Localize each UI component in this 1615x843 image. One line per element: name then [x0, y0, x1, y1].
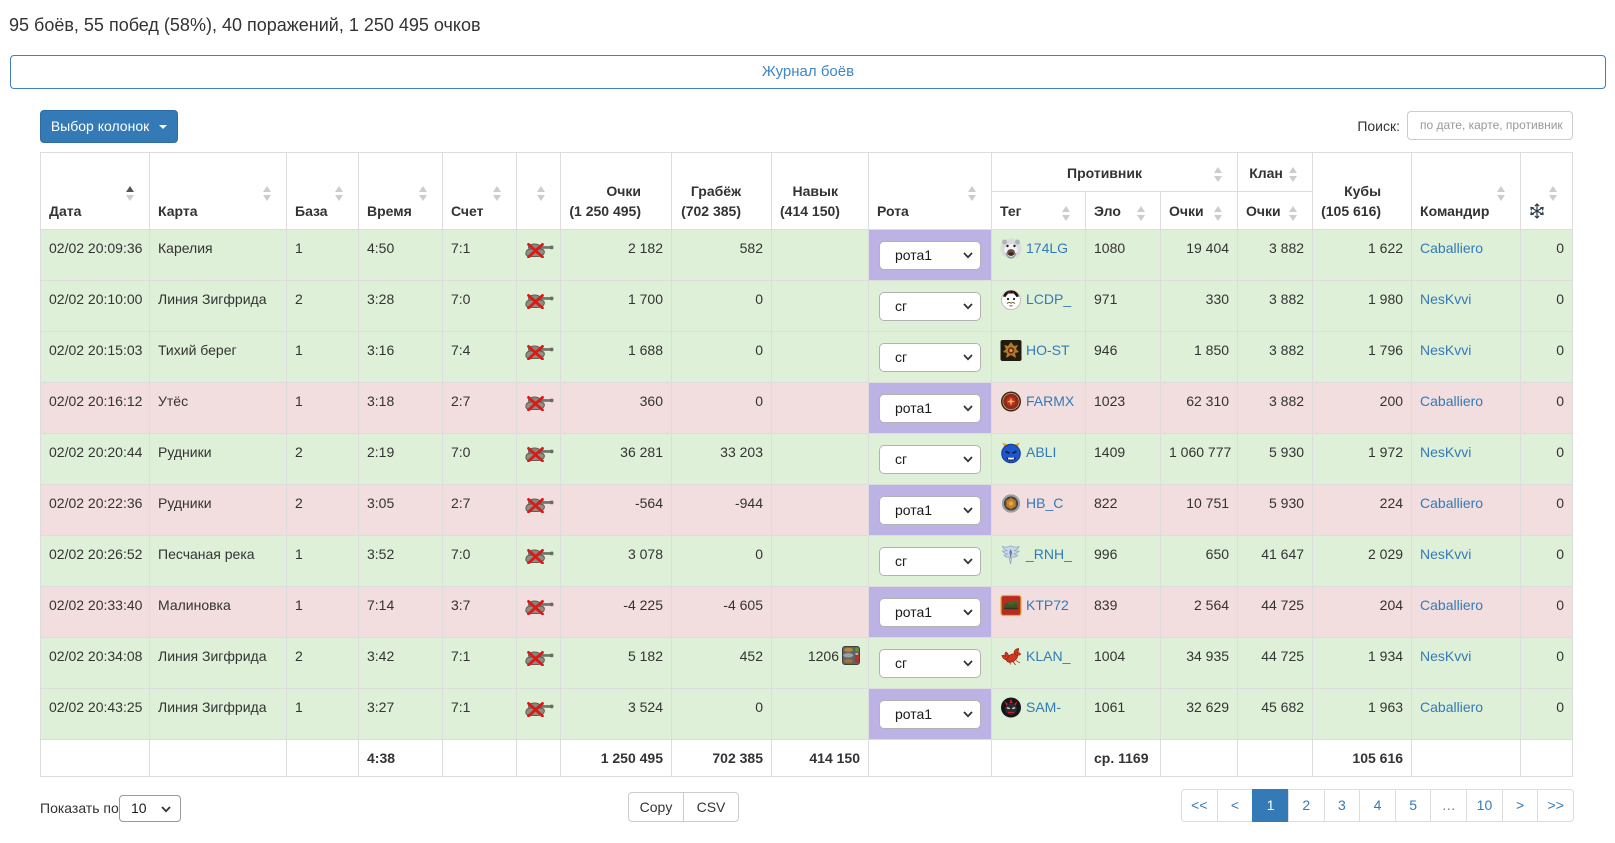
svg-text:BELLA: BELLA [1007, 291, 1015, 295]
